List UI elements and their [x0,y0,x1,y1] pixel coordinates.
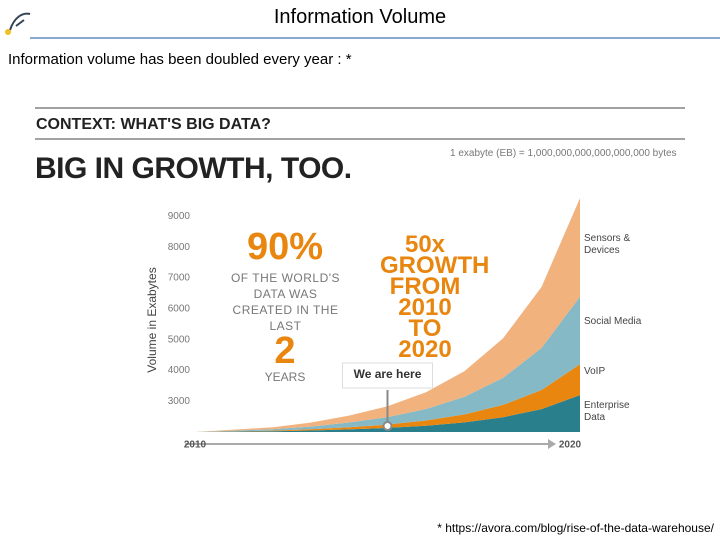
y-tick-label: 9000 [168,211,191,222]
years-number: 2 [274,330,296,372]
marker-text: We are here [354,367,422,381]
area [195,198,580,432]
logo-dot [5,29,11,35]
y-tick-label: 4000 [168,365,191,376]
y-tick-label: 8000 [168,242,191,253]
y-axis-label: Volume in Exabytes [145,267,159,372]
marker-box [342,362,433,389]
area [195,296,580,432]
legend-label: Social Media [584,316,642,328]
chart-subtitle: 1 exabyte (EB) = 1,000,000,000,000,000,0… [450,148,677,159]
chart-title: BIG IN GROWTH, TOO. [35,152,352,185]
chart-header: CONTEXT: WHAT'S BIG DATA? [36,116,271,133]
years-text: YEARS [264,370,306,384]
marker-dot [382,421,393,431]
y-tick-label: 3000 [168,396,191,407]
percent: 90% [246,226,324,268]
x-tick-label: 2020 [559,440,582,451]
percent-text: OF THE WORLD'S DATA WAS CREATED IN THE L… [230,271,341,333]
x-tick-label: 2010 [184,440,207,451]
y-tick-label: 6000 [168,304,191,315]
legend-label: VoIP [584,365,606,377]
y-tick-label: 7000 [168,273,191,284]
x-axis-arrow [548,439,556,449]
legend-label: Enterprise Data [584,399,630,423]
y-tick-label: 5000 [168,334,191,345]
legend-label: Sensors & Devices [584,233,631,257]
growth: 50x GROWTH FROM 2010 TO 2020 [380,231,490,363]
logo [9,12,31,31]
area [195,395,580,432]
area [195,364,580,432]
slide-title: Information Volume [273,6,447,28]
footnote: * https://avora.com/blog/rise-of-the-dat… [437,521,714,535]
slide-subtitle: Information volume has been doubled ever… [8,51,352,68]
